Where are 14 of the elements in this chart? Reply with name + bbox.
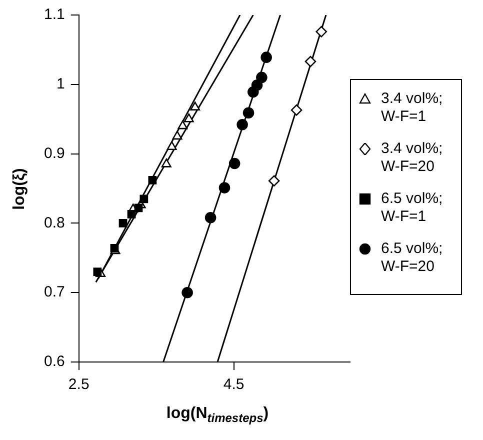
y-tick-label: 1 bbox=[56, 76, 65, 93]
y-tick-label: 0.8 bbox=[44, 214, 65, 232]
y-tick-label: 0.7 bbox=[44, 284, 65, 301]
y-axis-title: log(ξ) bbox=[11, 167, 29, 212]
x-tick-label: 4.5 bbox=[223, 376, 244, 394]
y-tick-label: 0.9 bbox=[44, 144, 65, 162]
legend-label: 6.5 vol%; W-F=20 bbox=[381, 240, 444, 276]
legend-label: 3.4 vol%; W-F=20 bbox=[381, 140, 444, 176]
legend-label: 3.4 vol%; W-F=1 bbox=[381, 90, 444, 126]
y-tick-label: 0.6 bbox=[44, 353, 65, 370]
y-tick-label: 1.1 bbox=[44, 6, 65, 24]
legend-label: 6.5 vol%; W-F=1 bbox=[381, 190, 444, 226]
x-axis-title: log(N$_{timesteps}$) bbox=[165, 405, 270, 426]
x-tick-label: 2.5 bbox=[68, 376, 90, 394]
